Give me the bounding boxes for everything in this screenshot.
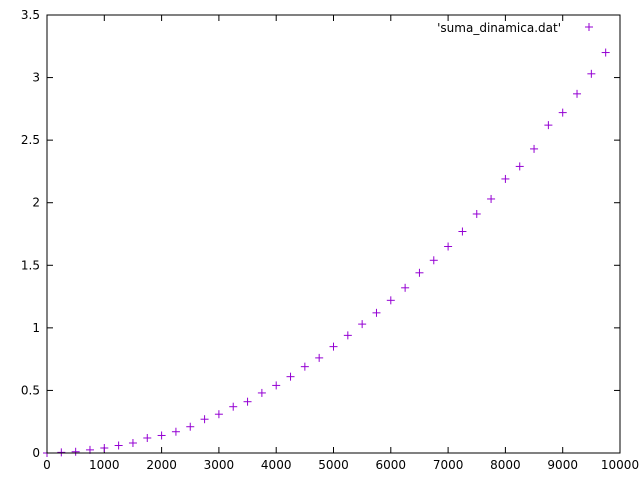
data-point: [272, 381, 281, 390]
y-tick-label: 1.5: [21, 258, 40, 272]
data-point: [57, 448, 66, 457]
data-point: [300, 362, 309, 371]
data-point: [343, 331, 352, 340]
data-point: [544, 121, 553, 130]
data-point: [487, 194, 496, 203]
data-point: [171, 427, 180, 436]
data-point: [229, 402, 238, 411]
data-point: [401, 283, 410, 292]
data-point: [286, 372, 295, 381]
data-point: [257, 388, 266, 397]
data-point: [315, 353, 324, 362]
x-tick-label: 4000: [261, 458, 292, 472]
y-tick-label: 0.5: [21, 383, 40, 397]
data-point: [114, 441, 123, 450]
axis-tick-labels: 0 1000 2000 3000 4000 5000 6000 7000 8000 9000 100…: [21, 8, 639, 472]
y-tick-label: 2.5: [21, 133, 40, 147]
data-point: [243, 397, 252, 406]
data-point: [573, 89, 582, 98]
data-point: [372, 308, 381, 317]
legend-marker: [585, 23, 593, 31]
data-point: [386, 296, 395, 305]
data-point: [515, 162, 524, 171]
data-point: [128, 438, 137, 447]
data-point: [558, 108, 567, 117]
data-points: [43, 48, 610, 457]
data-point: [601, 48, 610, 57]
x-tick-label: 9000: [547, 458, 578, 472]
legend: 'suma_dinamica.dat': [437, 21, 593, 35]
x-tick-label: 7000: [433, 458, 464, 472]
y-tick-label: 2: [32, 196, 40, 210]
legend-label: 'suma_dinamica.dat': [437, 21, 561, 35]
data-point: [200, 415, 209, 424]
plot-area-border: [46, 14, 621, 454]
y-tick-label: 0: [32, 446, 40, 460]
data-point: [186, 422, 195, 431]
data-point: [71, 447, 80, 456]
data-point: [143, 433, 152, 442]
legend-marker-symbol: [585, 23, 593, 31]
x-tick-label: 1000: [89, 458, 120, 472]
x-tick-label: 5000: [318, 458, 349, 472]
x-tick-label: 0: [43, 458, 51, 472]
data-point: [530, 144, 539, 153]
x-tick-label: 3000: [204, 458, 235, 472]
data-point: [100, 443, 109, 452]
data-point: [458, 227, 467, 236]
y-tick-label: 3.5: [21, 8, 40, 22]
data-point: [214, 410, 223, 419]
data-point: [157, 431, 166, 440]
data-point: [329, 342, 338, 351]
data-point: [444, 242, 453, 251]
data-point: [415, 268, 424, 277]
y-tick-label: 1: [32, 321, 40, 335]
data-point: [587, 69, 596, 78]
x-tick-label: 6000: [376, 458, 407, 472]
y-tick-label: 3: [32, 71, 40, 85]
data-point: [472, 209, 481, 218]
data-point: [358, 320, 367, 329]
x-tick-label: 10000: [601, 458, 639, 472]
x-tick-label: 8000: [490, 458, 521, 472]
data-point: [429, 256, 438, 265]
data-point: [501, 174, 510, 183]
x-tick-label: 2000: [146, 458, 177, 472]
